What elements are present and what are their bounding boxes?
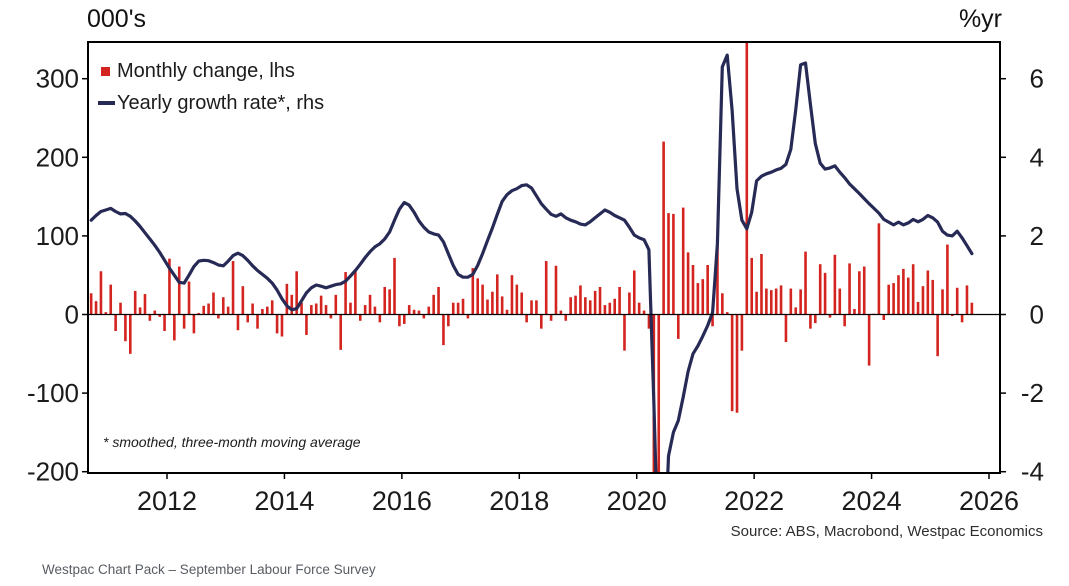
- svg-text:6: 6: [1030, 64, 1044, 94]
- svg-text:2024: 2024: [842, 486, 902, 516]
- svg-text:2014: 2014: [254, 486, 314, 516]
- right-axis-title: %yr: [958, 5, 1002, 33]
- svg-text:0: 0: [1030, 300, 1044, 330]
- svg-text:0: 0: [65, 300, 79, 330]
- bar-swatch-icon: [101, 66, 110, 76]
- svg-text:300: 300: [36, 64, 79, 94]
- svg-text:2: 2: [1030, 221, 1044, 251]
- svg-text:2026: 2026: [959, 486, 1019, 516]
- legend-label: Yearly growth rate*, rhs: [117, 91, 325, 114]
- page-footer: Westpac Chart Pack – September Labour Fo…: [42, 562, 376, 577]
- svg-text:-4: -4: [1021, 457, 1044, 487]
- svg-text:-2: -2: [1021, 378, 1044, 408]
- svg-text:4: 4: [1030, 142, 1044, 172]
- svg-text:2020: 2020: [607, 486, 667, 516]
- legend-item-yearly-growth: Yearly growth rate*, rhs: [98, 87, 324, 119]
- left-axis-title: 000's: [87, 5, 146, 33]
- svg-text:2018: 2018: [489, 486, 549, 516]
- svg-text:200: 200: [36, 142, 79, 172]
- svg-text:2016: 2016: [372, 486, 432, 516]
- svg-text:-200: -200: [27, 457, 79, 487]
- svg-text:2022: 2022: [724, 486, 784, 516]
- chart-footnote: * smoothed, three-month moving average: [103, 434, 361, 450]
- svg-text:100: 100: [36, 221, 79, 251]
- svg-text:2012: 2012: [137, 486, 197, 516]
- line-swatch-icon: [98, 101, 115, 105]
- legend-label: Monthly change, lhs: [117, 59, 295, 82]
- source-attribution: Source: ABS, Macrobond, Westpac Economic…: [730, 523, 1043, 540]
- legend-item-monthly-change: Monthly change, lhs: [98, 55, 324, 87]
- svg-text:-100: -100: [27, 378, 79, 408]
- legend: Monthly change, lhs Yearly growth rate*,…: [98, 55, 324, 119]
